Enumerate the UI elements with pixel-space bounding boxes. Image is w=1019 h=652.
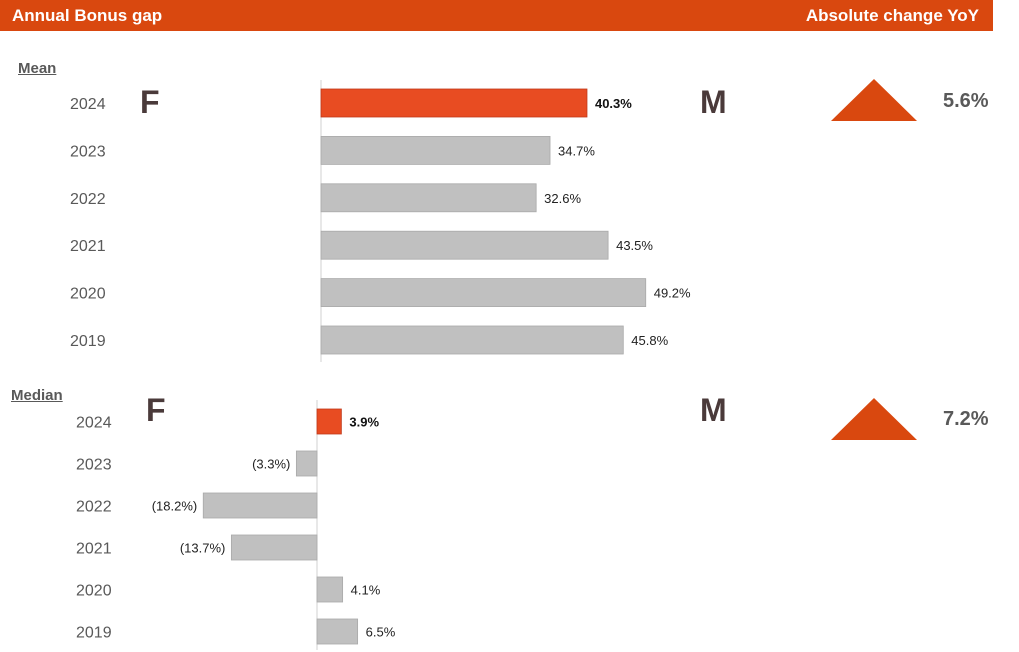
mean-bar-2019 <box>320 325 624 355</box>
mean-year-2024: 2024 <box>70 96 106 113</box>
mean-value-label-2021: 43.5% <box>616 238 653 253</box>
median-female-label: F <box>146 392 166 428</box>
median-bar-2024 <box>316 408 342 435</box>
mean-year-2019: 2019 <box>70 333 106 350</box>
mean-male-label: M <box>700 84 727 120</box>
mean-value-label-2022: 32.6% <box>544 191 581 206</box>
yoy-header-label: Absolute change YoY <box>805 6 979 25</box>
mean-value-label-2023: 34.7% <box>558 143 595 158</box>
median-value-label-2024: 3.9% <box>349 415 379 430</box>
header-bar: Annual Bonus gap Absolute change YoY <box>0 0 993 31</box>
median-value-label-2020: 4.1% <box>351 583 381 598</box>
mean-bar-2023 <box>320 135 551 165</box>
median-value-label-2021: (13.7%) <box>180 541 226 556</box>
median-value-label-2023: (3.3%) <box>252 457 290 472</box>
median-male-label: M <box>700 392 727 428</box>
chart-title: Annual Bonus gap <box>12 6 163 25</box>
mean-female-label: F <box>140 84 160 120</box>
mean-bar-2022 <box>320 183 537 213</box>
median-bar-2021 <box>230 534 318 561</box>
median-triangle-up-icon <box>831 398 917 440</box>
mean-section-label: Mean <box>18 60 57 77</box>
median-year-2022: 2022 <box>76 499 112 516</box>
median-year-2019: 2019 <box>76 625 112 642</box>
median-bar-2020 <box>316 576 344 603</box>
median-year-2023: 2023 <box>76 457 112 474</box>
mean-bar-2021 <box>320 230 609 260</box>
mean-year-2021: 2021 <box>70 238 106 255</box>
mean-year-2020: 2020 <box>70 286 106 303</box>
median-value-label-2022: (18.2%) <box>152 499 198 514</box>
median-year-2020: 2020 <box>76 583 112 600</box>
mean-value-label-2024: 40.3% <box>595 96 632 111</box>
mean-bar-2024 <box>320 88 588 118</box>
mean-yoy-value: 5.6% <box>943 90 989 112</box>
median-year-2024: 2024 <box>76 415 112 432</box>
median-yoy-value: 7.2% <box>943 408 989 430</box>
median-year-2021: 2021 <box>76 541 112 558</box>
mean-triangle-up-icon <box>831 79 917 121</box>
mean-bar-2020 <box>320 278 647 308</box>
mean-value-label-2020: 49.2% <box>654 286 691 301</box>
mean-year-2022: 2022 <box>70 191 106 208</box>
median-section-label: Median <box>11 387 63 404</box>
median-bar-2019 <box>316 618 359 645</box>
mean-value-label-2019: 45.8% <box>631 333 668 348</box>
median-bar-2022 <box>202 492 318 519</box>
mean-year-2023: 2023 <box>70 143 106 160</box>
median-value-label-2019: 6.5% <box>366 625 396 640</box>
median-bar-2023 <box>295 450 318 477</box>
